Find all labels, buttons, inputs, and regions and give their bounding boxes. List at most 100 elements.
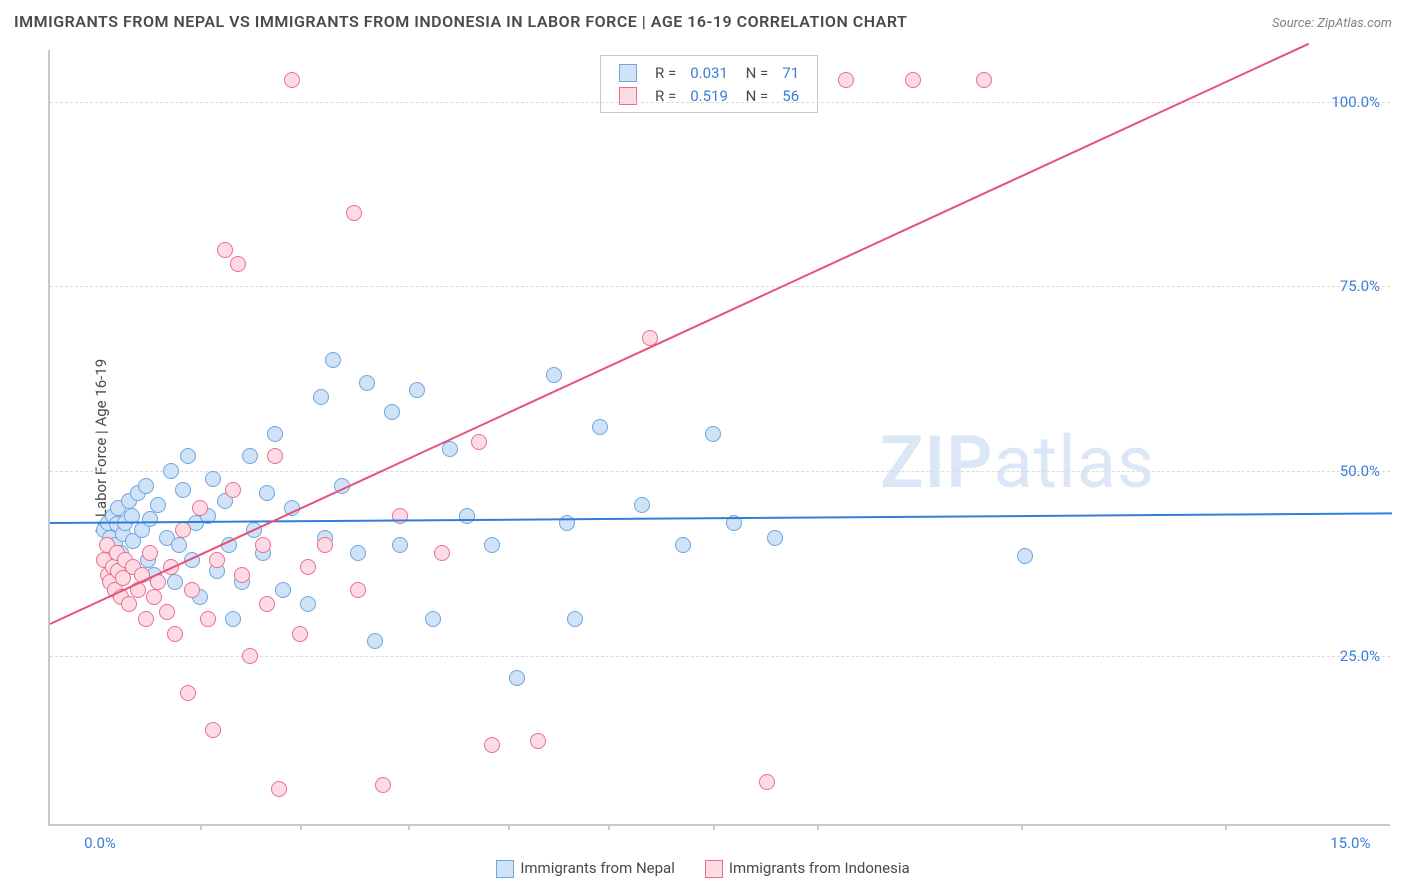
x-minor-tick xyxy=(508,824,510,830)
data-point xyxy=(205,471,221,487)
data-point xyxy=(325,352,341,368)
data-point xyxy=(976,72,992,88)
legend-series-name: Immigrants from Indonesia xyxy=(729,859,910,877)
legend-row: R =0.031 N =71 xyxy=(613,62,805,83)
x-minor-tick xyxy=(300,824,302,830)
legend-n-label: N = xyxy=(736,62,774,83)
legend-n-value: 56 xyxy=(776,85,805,106)
x-minor-tick xyxy=(713,824,715,830)
y-tick-label: 100.0% xyxy=(1331,93,1380,111)
gridline-h xyxy=(50,286,1390,287)
x-minor-tick xyxy=(200,824,202,830)
x-minor-tick xyxy=(408,824,410,830)
data-point xyxy=(300,559,316,575)
x-minor-tick xyxy=(1225,824,1227,830)
data-point xyxy=(484,737,500,753)
data-point xyxy=(242,448,258,464)
y-tick-label: 75.0% xyxy=(1340,277,1380,295)
data-point xyxy=(150,497,166,513)
legend-r-value: 0.519 xyxy=(684,85,734,106)
legend-r-value: 0.031 xyxy=(684,62,734,83)
gridline-h xyxy=(50,471,1390,472)
data-point xyxy=(350,582,366,598)
data-point xyxy=(175,522,191,538)
data-point xyxy=(300,596,316,612)
data-point xyxy=(546,367,562,383)
legend-series-name: Immigrants from Nepal xyxy=(520,859,675,877)
data-point xyxy=(313,389,329,405)
data-point xyxy=(905,72,921,88)
data-point xyxy=(217,242,233,258)
legend-n-value: 71 xyxy=(776,62,805,83)
series-legend: Immigrants from Nepal Immigrants from Ind… xyxy=(0,859,1406,878)
data-point xyxy=(675,537,691,553)
data-point xyxy=(225,482,241,498)
data-point xyxy=(175,482,191,498)
data-point xyxy=(346,205,362,221)
data-point xyxy=(471,434,487,450)
watermark-bold: ZIP xyxy=(880,420,993,505)
data-point xyxy=(180,448,196,464)
watermark: ZIPatlas xyxy=(880,420,1155,505)
x-minor-tick xyxy=(817,824,819,830)
data-point xyxy=(142,545,158,561)
data-point xyxy=(275,582,291,598)
data-point xyxy=(225,611,241,627)
data-point xyxy=(767,530,783,546)
legend-r-label: R = xyxy=(649,85,682,106)
y-tick-label: 25.0% xyxy=(1340,647,1380,665)
data-point xyxy=(530,733,546,749)
x-tick-label: 0.0% xyxy=(84,834,116,852)
data-point xyxy=(425,611,441,627)
data-point xyxy=(180,685,196,701)
correlation-legend: R =0.031 N =71R =0.519 N =56 xyxy=(600,55,818,113)
data-point xyxy=(267,448,283,464)
data-point xyxy=(292,626,308,642)
x-tick-label: 15.0% xyxy=(1330,834,1370,852)
legend-row: R =0.519 N =56 xyxy=(613,85,805,106)
data-point xyxy=(138,611,154,627)
data-point xyxy=(459,508,475,524)
data-point xyxy=(367,633,383,649)
data-point xyxy=(167,574,183,590)
legend-item: Immigrants from Indonesia xyxy=(705,859,910,878)
data-point xyxy=(138,478,154,494)
scatter-plot-area: ZIPatlas R =0.031 N =71R =0.519 N =56 25… xyxy=(48,50,1390,826)
data-point xyxy=(567,611,583,627)
data-point xyxy=(317,537,333,553)
data-point xyxy=(142,511,158,527)
legend-n-label: N = xyxy=(736,85,774,106)
x-minor-tick xyxy=(1021,824,1023,830)
data-point xyxy=(384,404,400,420)
data-point xyxy=(271,781,287,797)
legend-item: Immigrants from Nepal xyxy=(496,859,675,878)
data-point xyxy=(121,596,137,612)
legend-swatch xyxy=(619,64,637,82)
x-minor-tick xyxy=(608,824,610,830)
data-point xyxy=(242,648,258,664)
legend-swatch xyxy=(705,860,723,878)
data-point xyxy=(509,670,525,686)
data-point xyxy=(259,596,275,612)
chart-title: IMMIGRANTS FROM NEPAL VS IMMIGRANTS FROM… xyxy=(14,12,907,31)
data-point xyxy=(838,72,854,88)
data-point xyxy=(284,72,300,88)
trend-line xyxy=(50,512,1392,524)
data-point xyxy=(167,626,183,642)
data-point xyxy=(234,567,250,583)
data-point xyxy=(255,537,271,553)
data-point xyxy=(209,552,225,568)
data-point xyxy=(634,497,650,513)
data-point xyxy=(171,537,187,553)
y-tick-label: 50.0% xyxy=(1340,462,1380,480)
data-point xyxy=(759,774,775,790)
data-point xyxy=(592,419,608,435)
data-point xyxy=(205,722,221,738)
data-point xyxy=(434,545,450,561)
data-point xyxy=(392,537,408,553)
data-point xyxy=(484,537,500,553)
gridline-h xyxy=(50,102,1390,103)
data-point xyxy=(409,382,425,398)
data-point xyxy=(159,604,175,620)
data-point xyxy=(184,582,200,598)
